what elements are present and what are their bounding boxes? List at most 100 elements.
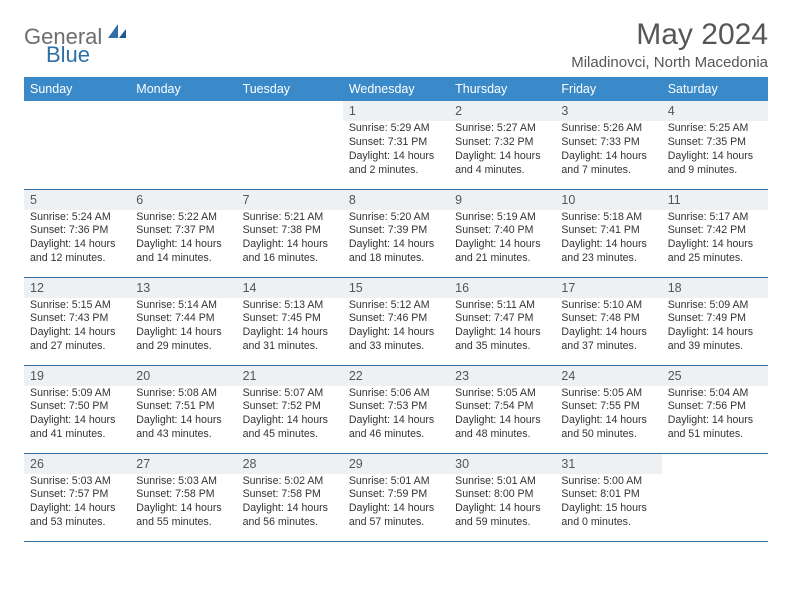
- day-details: Sunrise: 5:03 AMSunset: 7:57 PMDaylight:…: [24, 474, 130, 535]
- daylight-text: Daylight: 14 hours and 9 minutes.: [668, 150, 762, 178]
- calendar-week-row: 5Sunrise: 5:24 AMSunset: 7:36 PMDaylight…: [24, 189, 768, 277]
- day-number: 17: [555, 278, 661, 298]
- sunrise-text: Sunrise: 5:07 AM: [243, 387, 337, 401]
- daylight-text: Daylight: 14 hours and 2 minutes.: [349, 150, 443, 178]
- daylight-text: Daylight: 14 hours and 12 minutes.: [30, 238, 124, 266]
- day-number: 11: [662, 190, 768, 210]
- day-number: 13: [130, 278, 236, 298]
- sunset-text: Sunset: 7:42 PM: [668, 224, 762, 238]
- daylight-text: Daylight: 14 hours and 21 minutes.: [455, 238, 549, 266]
- sunrise-text: Sunrise: 5:11 AM: [455, 299, 549, 313]
- daylight-text: Daylight: 14 hours and 46 minutes.: [349, 414, 443, 442]
- day-details: Sunrise: 5:19 AMSunset: 7:40 PMDaylight:…: [449, 210, 555, 271]
- day-details: Sunrise: 5:04 AMSunset: 7:56 PMDaylight:…: [662, 386, 768, 447]
- day-details: Sunrise: 5:06 AMSunset: 7:53 PMDaylight:…: [343, 386, 449, 447]
- calendar-day-cell: 27Sunrise: 5:03 AMSunset: 7:58 PMDayligh…: [130, 453, 236, 541]
- calendar-day-cell: [662, 453, 768, 541]
- sunrise-text: Sunrise: 5:05 AM: [561, 387, 655, 401]
- calendar-day-cell: 18Sunrise: 5:09 AMSunset: 7:49 PMDayligh…: [662, 277, 768, 365]
- sunrise-text: Sunrise: 5:24 AM: [30, 211, 124, 225]
- day-number: 28: [237, 454, 343, 474]
- day-number: 25: [662, 366, 768, 386]
- sunset-text: Sunset: 7:56 PM: [668, 400, 762, 414]
- calendar-day-cell: 15Sunrise: 5:12 AMSunset: 7:46 PMDayligh…: [343, 277, 449, 365]
- daylight-text: Daylight: 14 hours and 50 minutes.: [561, 414, 655, 442]
- calendar-day-cell: 9Sunrise: 5:19 AMSunset: 7:40 PMDaylight…: [449, 189, 555, 277]
- sunrise-text: Sunrise: 5:02 AM: [243, 475, 337, 489]
- sunset-text: Sunset: 8:00 PM: [455, 488, 549, 502]
- sunrise-text: Sunrise: 5:17 AM: [668, 211, 762, 225]
- calendar-day-cell: 30Sunrise: 5:01 AMSunset: 8:00 PMDayligh…: [449, 453, 555, 541]
- day-details: Sunrise: 5:26 AMSunset: 7:33 PMDaylight:…: [555, 121, 661, 182]
- sunrise-text: Sunrise: 5:26 AM: [561, 122, 655, 136]
- calendar-day-cell: 16Sunrise: 5:11 AMSunset: 7:47 PMDayligh…: [449, 277, 555, 365]
- daylight-text: Daylight: 14 hours and 56 minutes.: [243, 502, 337, 530]
- sunset-text: Sunset: 7:44 PM: [136, 312, 230, 326]
- daylight-text: Daylight: 14 hours and 39 minutes.: [668, 326, 762, 354]
- day-details: Sunrise: 5:14 AMSunset: 7:44 PMDaylight:…: [130, 298, 236, 359]
- calendar-day-cell: 24Sunrise: 5:05 AMSunset: 7:55 PMDayligh…: [555, 365, 661, 453]
- weekday-header: Friday: [555, 77, 661, 101]
- daylight-text: Daylight: 14 hours and 53 minutes.: [30, 502, 124, 530]
- daylight-text: Daylight: 14 hours and 37 minutes.: [561, 326, 655, 354]
- daylight-text: Daylight: 14 hours and 27 minutes.: [30, 326, 124, 354]
- sunrise-text: Sunrise: 5:18 AM: [561, 211, 655, 225]
- calendar-day-cell: 1Sunrise: 5:29 AMSunset: 7:31 PMDaylight…: [343, 101, 449, 189]
- sunrise-text: Sunrise: 5:05 AM: [455, 387, 549, 401]
- day-number: 23: [449, 366, 555, 386]
- calendar-day-cell: 10Sunrise: 5:18 AMSunset: 7:41 PMDayligh…: [555, 189, 661, 277]
- sunrise-text: Sunrise: 5:27 AM: [455, 122, 549, 136]
- sunset-text: Sunset: 7:58 PM: [136, 488, 230, 502]
- daylight-text: Daylight: 14 hours and 23 minutes.: [561, 238, 655, 266]
- day-details: Sunrise: 5:12 AMSunset: 7:46 PMDaylight:…: [343, 298, 449, 359]
- calendar-day-cell: 7Sunrise: 5:21 AMSunset: 7:38 PMDaylight…: [237, 189, 343, 277]
- sunrise-text: Sunrise: 5:06 AM: [349, 387, 443, 401]
- day-details: Sunrise: 5:00 AMSunset: 8:01 PMDaylight:…: [555, 474, 661, 535]
- day-number: 21: [237, 366, 343, 386]
- page-title: May 2024: [571, 18, 768, 52]
- sunrise-text: Sunrise: 5:09 AM: [668, 299, 762, 313]
- day-number: 9: [449, 190, 555, 210]
- daylight-text: Daylight: 14 hours and 18 minutes.: [349, 238, 443, 266]
- daylight-text: Daylight: 14 hours and 51 minutes.: [668, 414, 762, 442]
- day-details: [662, 460, 768, 465]
- sunset-text: Sunset: 7:36 PM: [30, 224, 124, 238]
- day-number: 2: [449, 101, 555, 121]
- day-details: Sunrise: 5:15 AMSunset: 7:43 PMDaylight:…: [24, 298, 130, 359]
- sunrise-text: Sunrise: 5:12 AM: [349, 299, 443, 313]
- sunset-text: Sunset: 7:53 PM: [349, 400, 443, 414]
- sunrise-text: Sunrise: 5:14 AM: [136, 299, 230, 313]
- daylight-text: Daylight: 14 hours and 16 minutes.: [243, 238, 337, 266]
- sunset-text: Sunset: 7:46 PM: [349, 312, 443, 326]
- sunset-text: Sunset: 7:31 PM: [349, 136, 443, 150]
- sunset-text: Sunset: 7:50 PM: [30, 400, 124, 414]
- day-details: Sunrise: 5:02 AMSunset: 7:58 PMDaylight:…: [237, 474, 343, 535]
- day-number: 26: [24, 454, 130, 474]
- sunrise-text: Sunrise: 5:29 AM: [349, 122, 443, 136]
- calendar-day-cell: 12Sunrise: 5:15 AMSunset: 7:43 PMDayligh…: [24, 277, 130, 365]
- sunrise-text: Sunrise: 5:03 AM: [136, 475, 230, 489]
- sunset-text: Sunset: 7:43 PM: [30, 312, 124, 326]
- day-details: Sunrise: 5:21 AMSunset: 7:38 PMDaylight:…: [237, 210, 343, 271]
- calendar-header-row: SundayMondayTuesdayWednesdayThursdayFrid…: [24, 77, 768, 101]
- calendar-day-cell: 26Sunrise: 5:03 AMSunset: 7:57 PMDayligh…: [24, 453, 130, 541]
- day-details: Sunrise: 5:25 AMSunset: 7:35 PMDaylight:…: [662, 121, 768, 182]
- sunrise-text: Sunrise: 5:03 AM: [30, 475, 124, 489]
- daylight-text: Daylight: 14 hours and 25 minutes.: [668, 238, 762, 266]
- day-details: Sunrise: 5:17 AMSunset: 7:42 PMDaylight:…: [662, 210, 768, 271]
- day-details: Sunrise: 5:09 AMSunset: 7:50 PMDaylight:…: [24, 386, 130, 447]
- sunset-text: Sunset: 7:35 PM: [668, 136, 762, 150]
- weekday-header: Monday: [130, 77, 236, 101]
- calendar-day-cell: [130, 101, 236, 189]
- day-details: [237, 107, 343, 112]
- day-number: 29: [343, 454, 449, 474]
- sunset-text: Sunset: 7:41 PM: [561, 224, 655, 238]
- sunset-text: Sunset: 7:52 PM: [243, 400, 337, 414]
- calendar-day-cell: 19Sunrise: 5:09 AMSunset: 7:50 PMDayligh…: [24, 365, 130, 453]
- sunrise-text: Sunrise: 5:04 AM: [668, 387, 762, 401]
- day-number: 15: [343, 278, 449, 298]
- day-details: Sunrise: 5:03 AMSunset: 7:58 PMDaylight:…: [130, 474, 236, 535]
- daylight-text: Daylight: 14 hours and 29 minutes.: [136, 326, 230, 354]
- day-details: Sunrise: 5:07 AMSunset: 7:52 PMDaylight:…: [237, 386, 343, 447]
- logo-text-2: Blue: [46, 42, 90, 68]
